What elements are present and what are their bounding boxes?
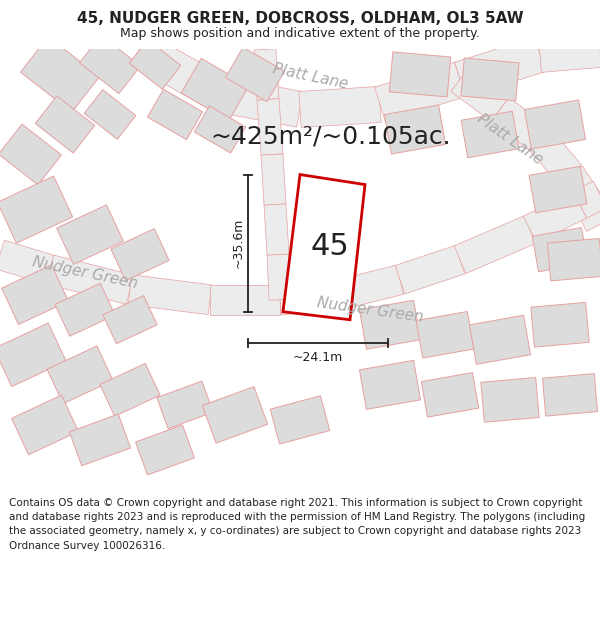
Polygon shape: [577, 198, 600, 231]
Polygon shape: [557, 166, 600, 213]
Polygon shape: [529, 166, 587, 213]
Polygon shape: [0, 240, 55, 284]
Polygon shape: [455, 37, 545, 97]
Polygon shape: [217, 77, 304, 127]
Polygon shape: [202, 387, 268, 443]
Polygon shape: [270, 396, 330, 444]
Polygon shape: [421, 372, 479, 417]
Polygon shape: [261, 154, 286, 205]
Polygon shape: [279, 280, 341, 315]
Polygon shape: [461, 111, 519, 158]
Polygon shape: [547, 239, 600, 281]
Polygon shape: [80, 35, 140, 94]
Polygon shape: [267, 254, 291, 300]
Polygon shape: [283, 174, 365, 320]
Text: ~24.1m: ~24.1m: [293, 351, 343, 364]
Polygon shape: [257, 99, 283, 156]
Polygon shape: [148, 89, 202, 139]
Polygon shape: [0, 176, 73, 243]
Polygon shape: [2, 265, 68, 324]
Text: Nudger Green: Nudger Green: [316, 295, 424, 324]
Polygon shape: [481, 378, 539, 423]
Polygon shape: [299, 86, 381, 128]
Polygon shape: [103, 296, 157, 344]
Polygon shape: [254, 49, 279, 100]
Polygon shape: [226, 48, 284, 102]
Polygon shape: [55, 283, 115, 336]
Polygon shape: [469, 315, 530, 364]
Text: Platt Lane: Platt Lane: [475, 111, 545, 168]
Polygon shape: [337, 265, 404, 309]
Polygon shape: [451, 68, 509, 121]
Polygon shape: [100, 363, 160, 416]
Polygon shape: [385, 105, 446, 154]
Polygon shape: [136, 425, 194, 475]
Polygon shape: [11, 395, 79, 455]
Polygon shape: [523, 191, 587, 243]
Polygon shape: [157, 381, 213, 429]
Polygon shape: [359, 300, 421, 349]
Polygon shape: [20, 37, 100, 112]
Text: 45: 45: [311, 232, 349, 261]
Polygon shape: [529, 130, 581, 184]
Text: Contains OS data © Crown copyright and database right 2021. This information is : Contains OS data © Crown copyright and d…: [9, 498, 585, 551]
Polygon shape: [129, 39, 181, 89]
Polygon shape: [416, 311, 474, 358]
Polygon shape: [46, 255, 134, 304]
Polygon shape: [56, 205, 124, 264]
Polygon shape: [573, 181, 600, 218]
Polygon shape: [70, 414, 131, 466]
Polygon shape: [374, 62, 466, 122]
Polygon shape: [194, 106, 245, 153]
Polygon shape: [359, 361, 421, 409]
Polygon shape: [47, 346, 113, 404]
Polygon shape: [131, 34, 229, 110]
Polygon shape: [210, 285, 280, 315]
Text: ~425m²/~0.105ac.: ~425m²/~0.105ac.: [210, 124, 451, 149]
Polygon shape: [532, 228, 588, 272]
Polygon shape: [491, 98, 549, 151]
Text: 45, NUDGER GREEN, DOBCROSS, OLDHAM, OL3 5AW: 45, NUDGER GREEN, DOBCROSS, OLDHAM, OL3 …: [77, 11, 523, 26]
Polygon shape: [0, 124, 61, 185]
Polygon shape: [84, 89, 136, 139]
Polygon shape: [524, 100, 586, 149]
Polygon shape: [111, 229, 169, 281]
Text: Platt Lane: Platt Lane: [271, 61, 349, 92]
Polygon shape: [454, 216, 536, 274]
Polygon shape: [389, 52, 451, 97]
Polygon shape: [0, 323, 66, 386]
Polygon shape: [181, 58, 249, 121]
Polygon shape: [128, 275, 212, 314]
Polygon shape: [539, 31, 600, 72]
Polygon shape: [264, 204, 289, 256]
Polygon shape: [35, 96, 95, 153]
Polygon shape: [531, 302, 589, 347]
Text: Nudger Green: Nudger Green: [31, 254, 139, 291]
Text: Map shows position and indicative extent of the property.: Map shows position and indicative extent…: [120, 28, 480, 41]
Text: ~35.6m: ~35.6m: [232, 218, 245, 268]
Polygon shape: [461, 58, 519, 101]
Polygon shape: [542, 374, 598, 416]
Polygon shape: [395, 246, 465, 294]
